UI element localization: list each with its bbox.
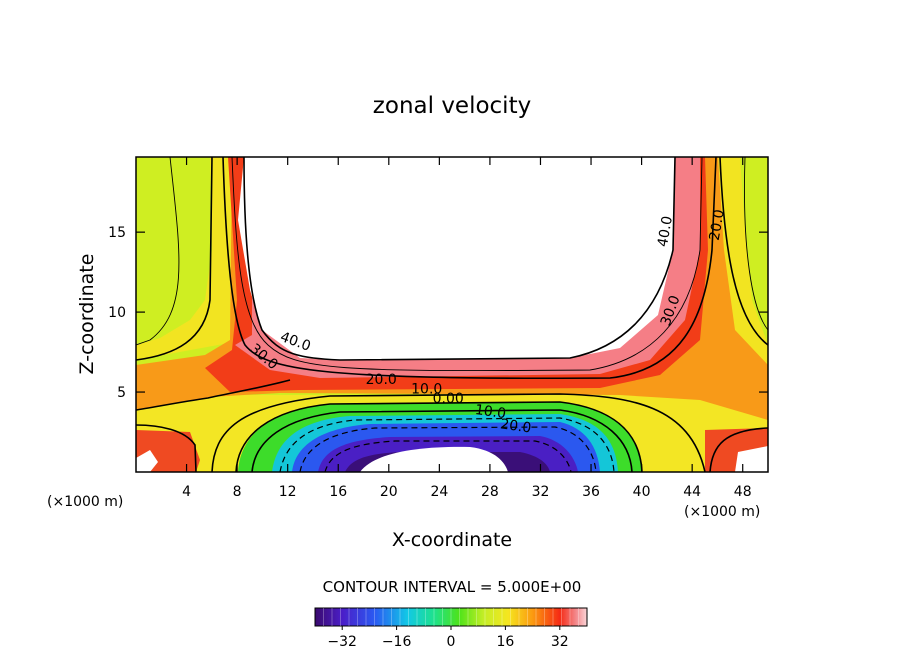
contour-label: 40.0 <box>655 215 676 248</box>
x-tick-label: 24 <box>430 484 448 500</box>
colorbar-ticks: −32 −16 0 16 32 <box>327 626 569 650</box>
region-white-bottom-left <box>136 450 158 472</box>
chart-title: zonal velocity <box>373 93 531 119</box>
x-unit-right: (×1000 m) <box>684 504 760 520</box>
x-tick-label: 40 <box>633 484 651 500</box>
region-white-core <box>238 157 675 360</box>
x-tick-label: 20 <box>380 484 398 500</box>
contour-label: 20.0 <box>707 208 728 241</box>
x-tick-label: 4 <box>182 484 191 500</box>
x-unit-left: (×1000 m) <box>47 494 123 510</box>
x-tick-label: 12 <box>279 484 297 500</box>
x-tick-label: 28 <box>481 484 499 500</box>
x-tick-label: 32 <box>532 484 550 500</box>
contour-m30-line <box>324 440 572 472</box>
contour-20-lower <box>211 393 706 472</box>
contour-30-line <box>222 157 717 380</box>
colorbar-tick-label: 32 <box>551 634 569 650</box>
contour-interval-text: CONTOUR INTERVAL = 5.000E+00 <box>323 578 582 596</box>
region-white-hole <box>360 446 508 472</box>
colorbar-tick-label: −32 <box>327 634 357 650</box>
x-tick-label: 44 <box>683 484 701 500</box>
plot-frame <box>135 156 769 473</box>
contour-label: 20.0 <box>366 372 397 388</box>
y-tick-label: 5 <box>117 385 126 401</box>
x-axis-label: X-coordinate <box>392 529 512 551</box>
y-tick-label: 15 <box>108 225 126 241</box>
contour-m10-line <box>279 417 615 472</box>
colorbar-tick-label: 16 <box>496 634 514 650</box>
contour-25-line <box>136 157 768 346</box>
colorbar-tick-label: 0 <box>447 634 456 650</box>
y-tick-label: 10 <box>108 305 126 321</box>
contour-bottom-left <box>136 424 197 472</box>
contour-35-line <box>231 157 703 372</box>
contour-label: 10.0 <box>411 382 442 398</box>
x-tick-label: 16 <box>329 484 347 500</box>
contour-20-line <box>136 157 768 411</box>
x-tick-label: 36 <box>582 484 600 500</box>
contour-label: 10.0 <box>474 402 507 422</box>
x-tick-label: 48 <box>734 484 752 500</box>
contour-label: 0.00 <box>433 391 464 407</box>
colorbar-tick-label: −16 <box>382 634 412 650</box>
contour-m20-line <box>299 426 597 472</box>
contour-bottom-right <box>709 427 768 472</box>
y-axis: 5 10 15 <box>108 225 768 401</box>
contour-label: 20.0 <box>499 416 532 436</box>
x-tick-label: 8 <box>233 484 242 500</box>
x-axis: 4 8 12 16 20 24 28 32 36 40 44 48 <box>182 157 752 500</box>
contour-0-line <box>251 409 633 472</box>
colorbar: −32 −16 0 16 32 <box>314 607 588 650</box>
colorbar-stripes <box>323 608 579 626</box>
contour-10-line <box>235 401 643 472</box>
contour-40-line <box>243 157 676 361</box>
contour-lines <box>136 157 768 472</box>
y-axis-label: Z-coordinate <box>76 254 98 375</box>
